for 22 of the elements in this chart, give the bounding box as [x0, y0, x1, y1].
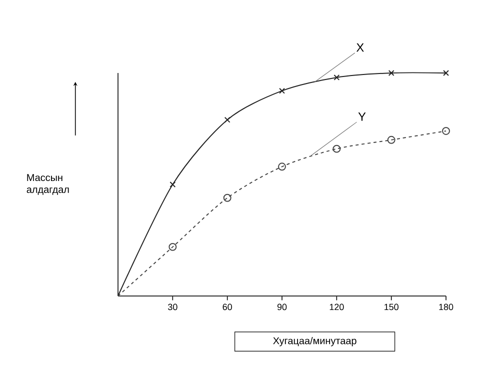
- point: [334, 74, 340, 80]
- x-tick-label: 30: [168, 304, 178, 310]
- point: [224, 116, 230, 123]
- point: [442, 126, 450, 135]
- point: [387, 136, 396, 144]
- x-tick-label: 180: [439, 304, 454, 310]
- x-tick-label: 60: [222, 304, 232, 310]
- x-tick-label: 120: [330, 304, 344, 310]
- point: [388, 70, 394, 76]
- y-axis-title: Массын алдагдал: [26, 174, 69, 195]
- point: [279, 88, 285, 94]
- point: [223, 194, 232, 202]
- point: [278, 162, 286, 171]
- point: [170, 182, 176, 188]
- x-tick-label: 150: [384, 304, 398, 310]
- x-tick-label: 90: [277, 304, 287, 310]
- point: [332, 144, 341, 153]
- point: [443, 70, 449, 76]
- x-axis-title: Хугацаа/минутаар: [273, 336, 356, 346]
- point: [168, 242, 177, 251]
- series-label: Y: [358, 112, 366, 121]
- series-label: X: [356, 43, 364, 52]
